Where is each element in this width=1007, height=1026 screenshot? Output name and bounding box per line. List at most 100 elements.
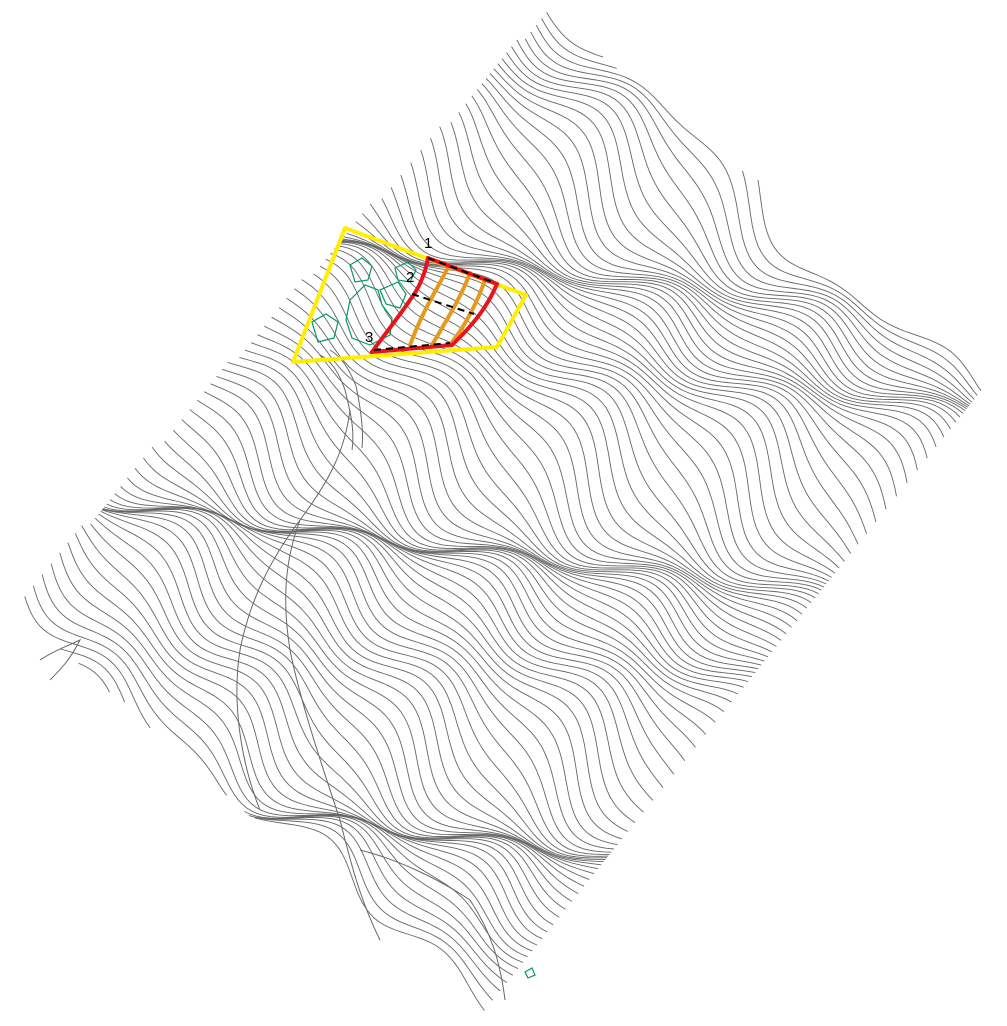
contour-line [301, 279, 765, 662]
section-line-3 [373, 342, 451, 351]
landslide-toe [370, 343, 454, 354]
contour-line [102, 508, 585, 887]
landslide-inner-line [408, 265, 450, 347]
contour-line [94, 517, 560, 918]
contour-line [271, 316, 753, 678]
contour-line [458, 112, 908, 484]
contour-line [74, 533, 543, 940]
contour-line [244, 349, 732, 703]
contour-line [410, 162, 859, 545]
section-lines [373, 257, 496, 351]
contour-line [221, 368, 707, 735]
section-label-1: 1 [424, 235, 432, 252]
contour-line [98, 513, 566, 910]
contour-line [355, 221, 829, 582]
contour-line [341, 238, 819, 595]
contour-line [493, 68, 961, 418]
contour-line [339, 241, 808, 609]
contour-line [340, 239, 816, 599]
section-line-2 [411, 293, 475, 315]
contour-line [400, 174, 852, 554]
contour-line [172, 429, 636, 823]
contour-line [339, 241, 803, 615]
contour-line [439, 126, 887, 510]
contour-line [78, 662, 501, 992]
contour-line [227, 361, 716, 723]
contour-line [239, 356, 725, 712]
contour-line [100, 510, 573, 902]
contour-line [336, 245, 792, 628]
contour-line [524, 38, 971, 405]
contour-line [164, 440, 629, 832]
contour-line [257, 334, 744, 688]
contour-line [59, 552, 533, 952]
section-label-2: 2 [406, 269, 414, 286]
contour-line [106, 503, 606, 860]
contour-line [102, 507, 602, 866]
contour-line [216, 375, 696, 748]
contour-line [489, 73, 957, 423]
contour-line [501, 58, 966, 411]
contour-line [465, 103, 918, 471]
contour-line [471, 95, 928, 459]
contour-line [450, 121, 897, 497]
contour-line [511, 46, 969, 408]
contour-line [254, 817, 485, 1011]
contour-line [151, 446, 623, 840]
contour-line [381, 198, 840, 569]
contour-line [114, 493, 609, 857]
contour-line [338, 243, 798, 621]
contour-line [325, 258, 777, 647]
landslide-inner-line [430, 271, 472, 347]
contour-line [189, 409, 654, 801]
contour-line [250, 342, 739, 695]
contour-line [343, 236, 822, 591]
contour-line [530, 31, 973, 403]
contour-line [278, 307, 756, 674]
contour-line [254, 816, 494, 1001]
contour-line [420, 149, 868, 534]
contour-line [546, 12, 982, 392]
contour-lines [24, 12, 982, 1011]
contour-line [340, 240, 812, 604]
contour-line [101, 509, 579, 894]
contour-line [102, 509, 595, 875]
contour-line [90, 523, 554, 926]
landslide-edge-west [370, 256, 430, 354]
contour-line [516, 39, 970, 407]
road-edges [319, 349, 363, 451]
contour-line [361, 213, 832, 578]
contour-line [24, 596, 514, 976]
contour-line [102, 508, 590, 881]
contour-line [390, 187, 845, 562]
contour-line [210, 383, 686, 761]
contour-line [181, 419, 644, 813]
contour-line [143, 457, 618, 846]
contour-line [346, 232, 825, 588]
contour-line [203, 391, 675, 775]
contour-line [264, 325, 749, 682]
contour-line [497, 63, 964, 414]
contour-line [50, 563, 528, 958]
contour-line [81, 525, 548, 933]
contour-line [294, 288, 762, 666]
contour-line [67, 542, 538, 946]
contour-line [369, 203, 836, 574]
contour-line [313, 273, 769, 658]
contour-line [430, 137, 877, 523]
contour-line [330, 252, 782, 641]
drainage-lines [39, 409, 506, 1001]
contour-line [333, 248, 787, 635]
contour-line [109, 499, 608, 859]
landslide-edge-east [450, 282, 499, 347]
contour-line [103, 506, 604, 863]
contour-line [102, 508, 599, 870]
contour-line [485, 78, 951, 430]
contour-line [535, 24, 975, 400]
contour-line [481, 83, 945, 438]
contour-line [506, 52, 967, 410]
contour-line [286, 297, 759, 670]
section-label-3: 3 [365, 329, 373, 346]
contour-line [476, 89, 937, 448]
